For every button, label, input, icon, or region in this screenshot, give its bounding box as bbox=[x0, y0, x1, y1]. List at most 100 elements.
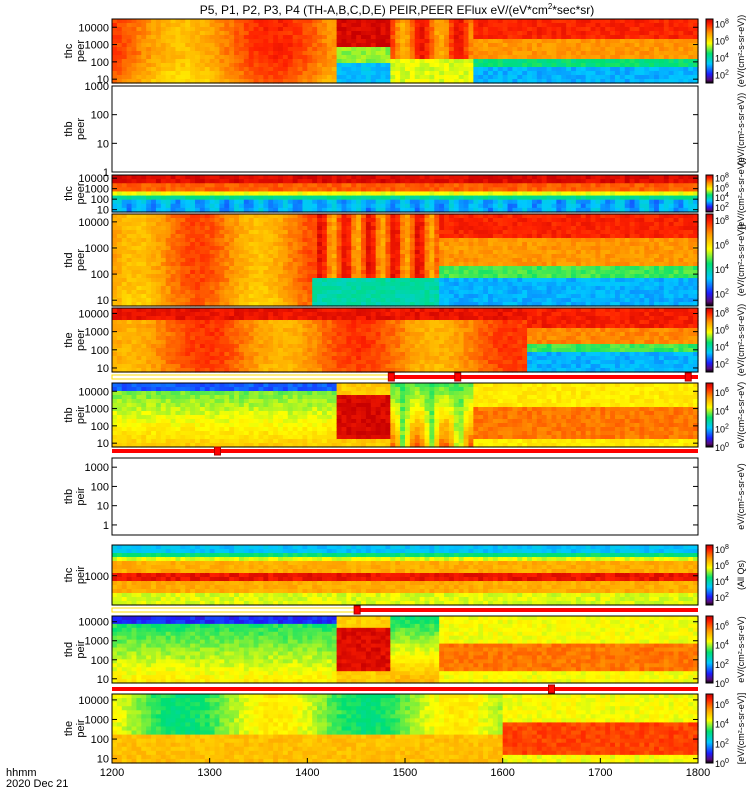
spectrogram-cell bbox=[248, 71, 255, 76]
spectrogram-cell bbox=[400, 230, 406, 235]
y-tick-label: 1000 bbox=[85, 40, 109, 52]
spectrogram-cell bbox=[292, 47, 299, 52]
spectrogram-cell bbox=[361, 250, 367, 255]
spectrogram-cell bbox=[278, 226, 284, 231]
spectrogram-cell bbox=[502, 187, 509, 193]
spectrogram-cell bbox=[634, 71, 640, 76]
spectrogram-cell bbox=[170, 274, 177, 279]
spectrogram-cell bbox=[429, 242, 435, 247]
spectrogram-cell bbox=[693, 179, 699, 184]
spectrogram-cell bbox=[365, 266, 372, 271]
spectrogram-cell bbox=[556, 31, 562, 36]
colorbar-tick-base: 10 bbox=[715, 19, 725, 29]
spectrogram-cell bbox=[219, 274, 225, 279]
spectrogram-cell bbox=[331, 254, 338, 259]
spectrogram-cell bbox=[556, 179, 562, 184]
spectrogram-cell bbox=[439, 55, 445, 60]
spectrogram-cell bbox=[434, 43, 440, 48]
spectrogram-cell bbox=[136, 242, 142, 247]
spectrogram-cell bbox=[365, 199, 372, 205]
spectrogram-cell bbox=[434, 207, 440, 213]
spectrogram-cell bbox=[444, 51, 450, 56]
spectrogram-cell bbox=[234, 31, 240, 36]
spectrogram-cell bbox=[258, 199, 264, 205]
spectrogram-cell bbox=[556, 27, 562, 32]
spectrogram-cell bbox=[185, 71, 191, 76]
spectrogram-cell bbox=[356, 282, 362, 287]
spectrogram-cell bbox=[317, 207, 323, 213]
spectrogram-cell bbox=[370, 179, 377, 184]
spectrogram-cell bbox=[678, 79, 684, 84]
spectrogram-cell bbox=[155, 19, 162, 24]
spectrogram-cell bbox=[527, 23, 533, 28]
spectrogram-cell bbox=[688, 43, 694, 48]
spectrogram-cell bbox=[292, 250, 299, 255]
spectrogram-cell bbox=[356, 270, 362, 275]
spectrogram-cell bbox=[458, 75, 465, 80]
spectrogram-cell bbox=[375, 19, 382, 24]
spectrogram-cell bbox=[575, 27, 582, 32]
spectrogram-cell bbox=[321, 266, 328, 271]
spectrogram-cell bbox=[365, 191, 372, 197]
spectrogram-cell bbox=[654, 183, 660, 188]
spectrogram-cell bbox=[121, 63, 128, 68]
spectrogram-cell bbox=[326, 195, 333, 201]
spectrogram-cell bbox=[527, 39, 533, 44]
spectrogram-cell bbox=[121, 203, 128, 209]
spectrogram-cell bbox=[556, 35, 562, 40]
spectrogram-cell bbox=[297, 59, 304, 64]
spectrogram-cell bbox=[151, 195, 157, 201]
spectrogram-cell bbox=[278, 71, 284, 76]
spectrogram-cell bbox=[199, 234, 206, 239]
spectrogram-cell bbox=[678, 67, 684, 72]
spectrogram-cell bbox=[375, 43, 382, 48]
spectrogram-cell bbox=[531, 39, 538, 44]
spectrogram-cell bbox=[292, 298, 299, 303]
spectrogram-cell bbox=[326, 71, 333, 76]
spectrogram-cell bbox=[444, 302, 450, 307]
spectrogram-cell bbox=[375, 250, 382, 255]
spectrogram-cell bbox=[175, 214, 181, 219]
spectrogram-cell bbox=[238, 55, 245, 60]
spectrogram-cell bbox=[317, 27, 323, 32]
spectrogram-cell bbox=[351, 250, 357, 255]
spectrogram-cell bbox=[292, 290, 299, 295]
spectrogram-cell bbox=[595, 55, 601, 60]
spectrogram-cell bbox=[385, 230, 391, 235]
spectrogram-cell bbox=[365, 218, 372, 223]
spectrogram-cell bbox=[463, 71, 470, 76]
spectrogram-cell bbox=[488, 79, 494, 84]
spectrogram-cell bbox=[678, 23, 684, 28]
spectrogram-cell bbox=[468, 242, 474, 247]
spectrogram-cell bbox=[678, 187, 684, 193]
spectrogram-cell bbox=[229, 203, 235, 209]
spectrogram-cell bbox=[619, 35, 626, 40]
spectrogram-cell bbox=[321, 238, 328, 243]
spectrogram-cell bbox=[453, 179, 460, 184]
spectrogram-cell bbox=[209, 47, 216, 52]
spectrogram-cell bbox=[141, 218, 147, 223]
spectrogram-cell bbox=[512, 183, 518, 188]
spectrogram-cell bbox=[375, 183, 382, 188]
spectrogram-cell bbox=[497, 207, 504, 213]
spectrogram-cell bbox=[190, 203, 196, 209]
spectrogram-cell bbox=[195, 39, 201, 44]
colorbar-tick-exponent: 8 bbox=[725, 18, 729, 25]
spectrogram-cell bbox=[287, 75, 294, 80]
spectrogram-cell bbox=[492, 27, 499, 32]
spectrogram-cell bbox=[204, 191, 211, 197]
spectrogram-cell bbox=[351, 282, 357, 287]
spectrogram-cell bbox=[224, 258, 230, 263]
spectrogram-cell bbox=[317, 266, 323, 271]
spectrogram-cell bbox=[268, 47, 274, 52]
spectrogram-cell bbox=[370, 294, 377, 299]
spectrogram-cell bbox=[629, 55, 636, 60]
spectrogram-cell bbox=[268, 55, 274, 60]
spectrogram-cell bbox=[395, 71, 401, 76]
spectrogram-cell bbox=[492, 31, 499, 36]
spectrogram-cell bbox=[292, 183, 299, 188]
spectrogram-cell bbox=[273, 47, 279, 52]
spectrogram-cell bbox=[361, 262, 367, 267]
spectrogram-cell bbox=[683, 23, 689, 28]
spectrogram-cell bbox=[190, 242, 196, 247]
